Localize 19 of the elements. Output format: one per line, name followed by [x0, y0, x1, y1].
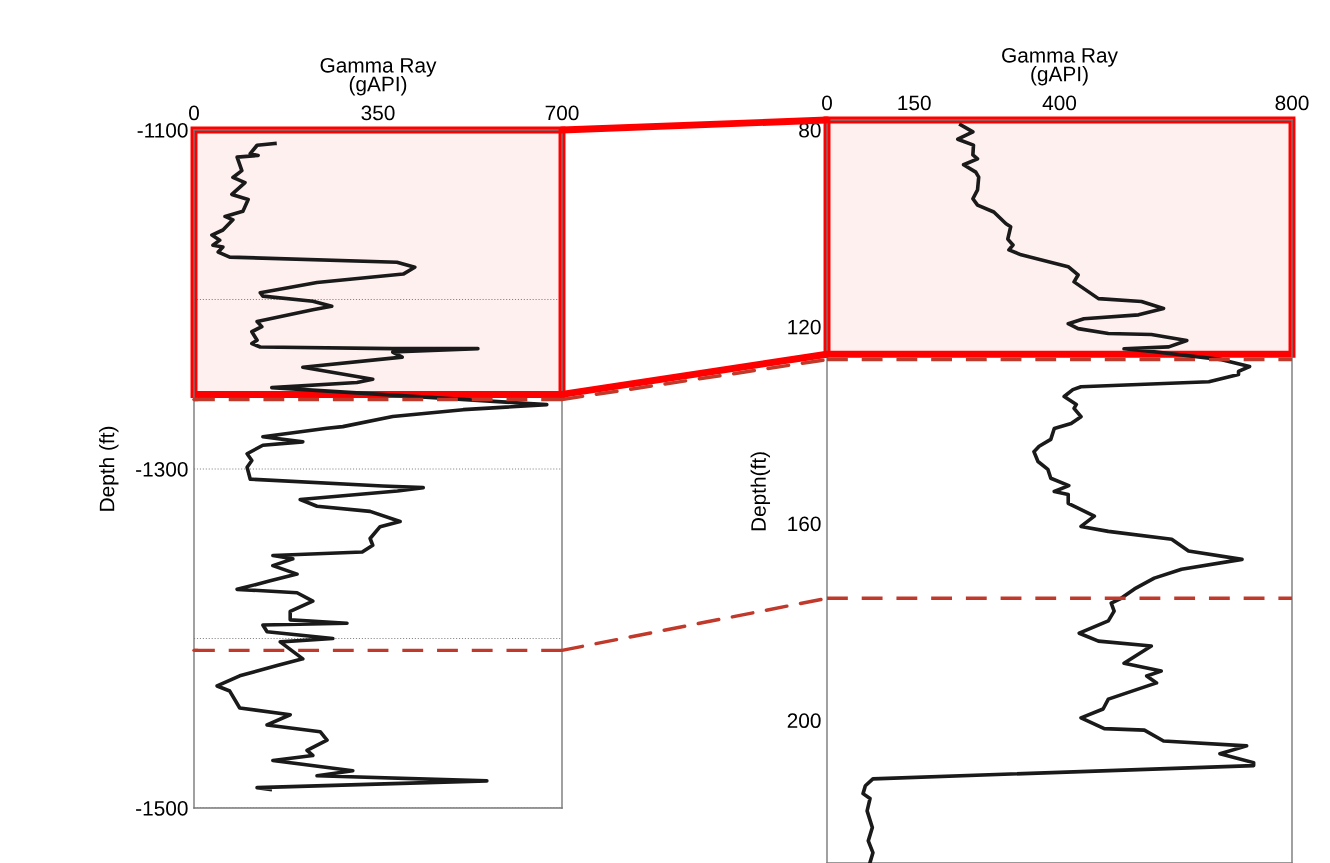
- y-tick-label: -1100: [137, 123, 188, 138]
- x-tick-label: 150: [898, 95, 931, 111]
- x-tick-label: 350: [361, 105, 395, 121]
- line-series: [861, 123, 1256, 863]
- x-tick-label: 400: [1042, 95, 1077, 111]
- y-tick-label: 160: [788, 516, 821, 532]
- x-axis-title: Gamma Ray (gAPI): [320, 57, 437, 96]
- y-tick-label: 200: [787, 713, 821, 729]
- x-tick-label: 800: [1275, 95, 1309, 111]
- y-tick-label: -1300: [136, 462, 188, 477]
- y-tick-label: -1500: [136, 801, 188, 816]
- line-series: [210, 141, 549, 792]
- x-axis-title: Gamma Ray (gAPI): [1002, 47, 1118, 86]
- x-tick-label: 0: [189, 105, 199, 121]
- y-axis-title: Depth (ft): [99, 426, 119, 511]
- x-tick-label: 700: [545, 105, 579, 121]
- x-tick-label: 0: [822, 95, 832, 111]
- y-tick-label: 120: [788, 319, 821, 335]
- y-axis-title: Depth(ft): [750, 452, 771, 531]
